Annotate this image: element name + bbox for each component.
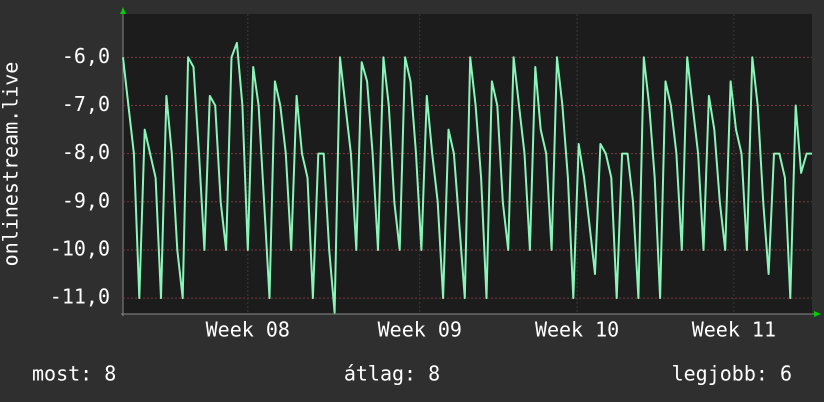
y-axis-label: onlinestream.live: [0, 62, 23, 267]
y-tick-label: -9,0: [62, 188, 110, 212]
footer-average: átlag: 8: [344, 362, 440, 386]
x-tick-label: Week 08: [206, 318, 290, 342]
footer-current: most: 8: [32, 362, 116, 386]
y-tick-label: -7,0: [62, 92, 110, 116]
y-tick-label: -11,0: [50, 285, 110, 309]
x-arrow: [814, 311, 821, 317]
x-tick-label: Week 09: [378, 318, 462, 342]
x-tick-label: Week 10: [535, 318, 619, 342]
footer-best: legjobb: 6: [672, 362, 792, 386]
y-tick-label: -10,0: [50, 236, 110, 260]
y-arrow: [120, 7, 126, 14]
y-tick-label: -6,0: [62, 44, 110, 68]
x-tick-label: Week 11: [692, 318, 776, 342]
y-tick-label: -8,0: [62, 140, 110, 164]
data-line: [122, 41, 812, 314]
